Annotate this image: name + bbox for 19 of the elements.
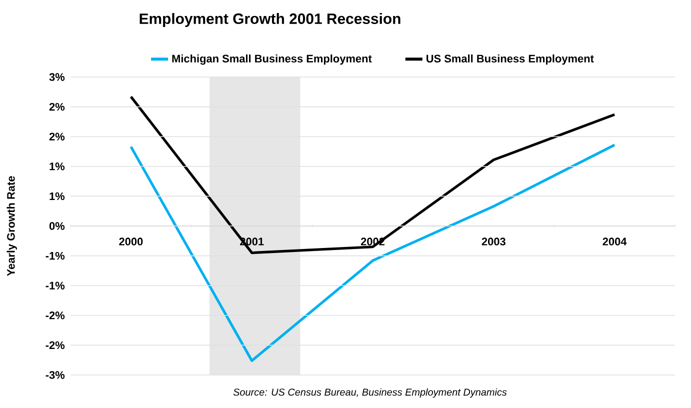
legend-label: US Small Business Employment (426, 54, 594, 65)
y-tick-label: 1% (50, 192, 65, 200)
chart-title: Employment Growth 2001 Recession (140, 13, 400, 27)
legend-label: Michigan Small Business Employment (172, 54, 372, 65)
x-tick-label: 2004 (602, 238, 627, 246)
y-tick-label: 1% (50, 162, 65, 170)
source-note: Source: US Census Bureau, Business Employment Dynamics (233, 388, 507, 398)
y-tick-label: -1% (46, 282, 65, 290)
y-tick-label: -1% (46, 252, 65, 260)
y-tick-label: -3% (46, 371, 65, 379)
y-tick-label: -2% (46, 341, 65, 350)
x-tick-label: 2000 (119, 238, 143, 246)
y-tick-label: -2% (46, 312, 65, 320)
y-tick-label: 0% (49, 222, 65, 230)
y-tick-label: 3% (49, 73, 65, 81)
y-tick-label: 2% (49, 102, 65, 111)
x-tick-label: 2003 (482, 238, 506, 246)
y-tick-label: 2% (49, 132, 65, 140)
y-axis-title: Yearly Growth Rate (6, 176, 17, 276)
